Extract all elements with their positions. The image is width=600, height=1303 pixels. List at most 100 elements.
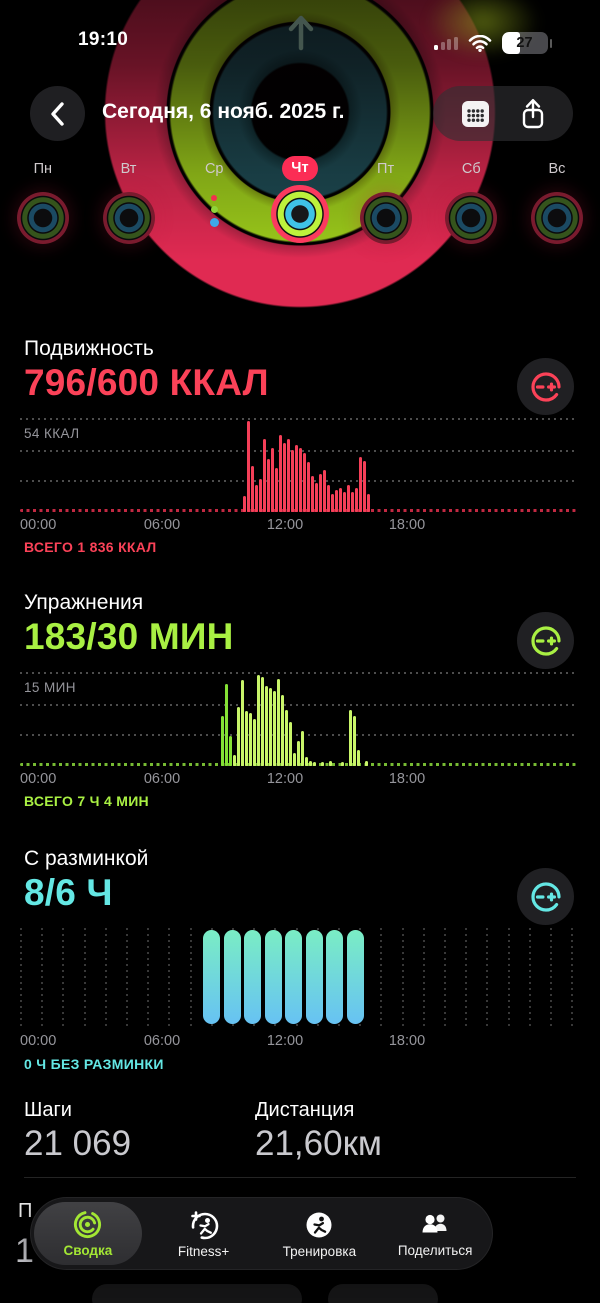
x-axis-tick: 12:00	[266, 1033, 304, 1049]
chart-bar	[249, 713, 252, 766]
chart-bar	[299, 448, 302, 512]
exercise-x-axis: 00:00 06:00 12:00 18:00	[0, 771, 600, 791]
chart-bar	[287, 439, 290, 512]
stand-hour-capsule	[244, 930, 261, 1024]
hour-tick	[528, 928, 531, 1026]
chart-bar	[233, 755, 236, 766]
tab-share[interactable]: Поделиться	[377, 1197, 493, 1270]
chart-bar	[321, 762, 324, 766]
chart-bar	[323, 470, 326, 512]
tab-workout[interactable]: Тренировка	[262, 1197, 378, 1270]
stand-hour-capsule	[346, 930, 364, 1024]
tab-fitness-plus[interactable]: Fitness+	[146, 1197, 262, 1270]
stand-ring-arrow-icon	[288, 15, 314, 51]
day-label: Сб	[461, 161, 481, 177]
week-day-Ср[interactable]: Ср	[171, 158, 257, 254]
chart-bar	[363, 461, 366, 512]
chart-bar	[277, 679, 280, 766]
tab-label: Тренировка	[282, 1243, 357, 1259]
chart-bar	[253, 719, 256, 766]
stand-hour-capsule	[285, 930, 302, 1024]
chart-bar	[285, 710, 288, 766]
gridline	[20, 672, 576, 674]
chart-bar	[245, 711, 248, 766]
chart-bar	[265, 686, 268, 766]
mini-activity-rings	[530, 192, 583, 244]
stand-adjust-goal-button[interactable]	[517, 868, 574, 925]
x-axis-tick: 06:00	[143, 771, 181, 787]
chart-bar	[327, 485, 330, 512]
chart-bar	[339, 488, 342, 512]
chart-bar	[243, 496, 246, 512]
section-divider	[24, 1177, 576, 1178]
minus-plus-ring-icon	[530, 371, 561, 402]
chart-bar	[279, 435, 282, 512]
exercise-value: 183/30 МИН	[24, 616, 234, 657]
hour-tick	[20, 928, 22, 1026]
scrolled-content-blob	[92, 1284, 302, 1303]
x-axis-tick: 12:00	[266, 517, 304, 533]
tab-bar: Сводка Fitness+ Тренировка	[30, 1197, 493, 1270]
hour-tick	[41, 928, 44, 1026]
chart-bar	[251, 466, 254, 512]
partial-next-section-title: П	[18, 1200, 33, 1222]
chart-bar	[291, 450, 294, 512]
move-x-axis: 00:00 06:00 12:00 18:00	[0, 517, 600, 537]
calendar-button[interactable]	[459, 99, 492, 129]
chart-bar	[353, 716, 356, 766]
day-label: Ср	[204, 161, 224, 177]
x-axis-tick: 12:00	[266, 771, 304, 787]
hour-tick	[465, 928, 468, 1026]
hour-tick	[62, 928, 65, 1026]
minus-plus-ring-icon	[530, 625, 561, 656]
mini-rings-pending-dots	[188, 192, 240, 247]
scrolled-content-blob	[328, 1284, 438, 1303]
minus-plus-ring-icon	[530, 881, 561, 912]
partial-next-section-value: 1	[15, 1232, 34, 1270]
hour-tick	[422, 928, 425, 1026]
header-actions	[433, 86, 573, 141]
exercise-bar-chart	[0, 672, 600, 766]
chart-bar	[247, 421, 250, 512]
battery-cap	[549, 38, 552, 48]
share-button[interactable]	[519, 97, 547, 131]
workout-runner-icon	[306, 1212, 332, 1237]
tab-label: Fitness+	[177, 1243, 230, 1259]
hour-tick	[444, 928, 446, 1026]
week-day-Вс[interactable]: Вс	[514, 158, 600, 254]
calendar-grid-icon	[462, 100, 490, 127]
chart-bar	[305, 757, 308, 766]
chart-bar	[309, 761, 312, 766]
chart-bar	[359, 457, 362, 512]
chart-bar	[347, 485, 350, 512]
exercise-adjust-goal-button[interactable]	[517, 612, 574, 669]
chart-baseline	[20, 509, 576, 512]
exercise-axis-max-label: 15 МИН	[24, 680, 76, 695]
back-button[interactable]	[30, 86, 85, 141]
move-adjust-goal-button[interactable]	[517, 358, 574, 415]
cellular-signal-icon	[434, 36, 458, 50]
gridline	[20, 704, 576, 706]
chart-bar	[263, 439, 266, 512]
hour-tick	[126, 928, 128, 1026]
week-day-Вт[interactable]: Вт	[86, 158, 172, 254]
hour-tick	[168, 928, 171, 1026]
week-day-Пт[interactable]: Пт	[343, 158, 429, 254]
chart-bar	[307, 462, 310, 512]
chart-bar	[331, 494, 334, 512]
week-day-Пн[interactable]: Пн	[0, 158, 86, 254]
tab-summary[interactable]: Сводка	[30, 1197, 146, 1270]
week-day-Сб[interactable]: Сб	[428, 158, 514, 254]
steps-label: Шаги	[24, 1099, 72, 1121]
move-axis-max-label: 54 ККАЛ	[24, 426, 80, 441]
stand-hour-capsule	[223, 930, 241, 1024]
stand-hour-capsule	[305, 930, 323, 1024]
chart-bar	[295, 445, 298, 512]
tab-label: Поделиться	[397, 1242, 473, 1258]
x-axis-tick: 18:00	[388, 771, 426, 787]
chart-bar	[329, 761, 332, 766]
week-day-Чт[interactable]: Чт	[257, 156, 343, 254]
chart-bar	[275, 468, 278, 512]
chart-bar	[319, 474, 322, 512]
x-axis-tick: 06:00	[143, 1033, 181, 1049]
